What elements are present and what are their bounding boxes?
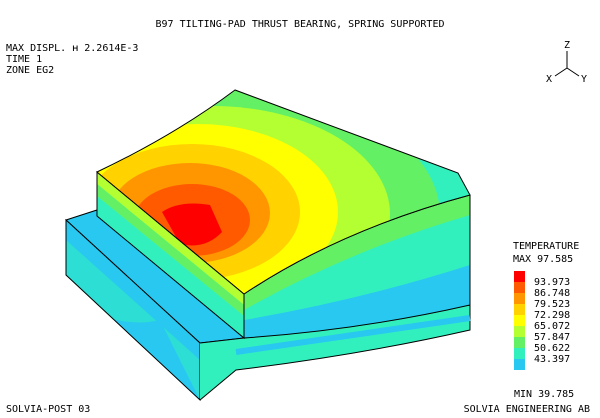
legend-level-value: 57.847 [534, 332, 571, 343]
legend-swatch [514, 326, 525, 337]
legend-swatch [514, 315, 525, 326]
legend-swatch [514, 359, 525, 370]
legend-swatch [514, 304, 525, 315]
legend-max: MAX 97.585 [513, 254, 574, 265]
legend-title: TEMPERATURE [513, 241, 580, 252]
legend-min: MIN 39.785 [514, 389, 575, 400]
legend-swatch [514, 271, 525, 282]
legend-level-value: 43.397 [534, 354, 571, 365]
axis-triad-icon: Z X Y [546, 40, 587, 85]
triad-z-label: Z [564, 40, 570, 51]
legend-swatch [514, 293, 525, 304]
plot-title: B97 TILTING-PAD THRUST BEARING, SPRING S… [155, 19, 445, 30]
footer-program-label: SOLVIA-POST 03 [6, 404, 91, 415]
time-label: TIME 1 [6, 54, 43, 65]
zone-label: ZONE EG2 [6, 65, 55, 76]
legend-level-value: 72.298 [534, 310, 571, 321]
legend-level-value: 65.072 [534, 321, 571, 332]
legend-level-value: 50.622 [534, 343, 571, 354]
triad-y-label: Y [581, 74, 587, 85]
legend-level-value: 93.973 [534, 277, 571, 288]
legend-swatch [514, 348, 525, 359]
legend-level-value: 86.748 [534, 288, 571, 299]
legend-swatch [514, 282, 525, 293]
legend-swatch [514, 337, 525, 348]
legend-level-value: 79.523 [534, 299, 571, 310]
footer-company-label: SOLVIA ENGINEERING AB [463, 404, 590, 415]
max-displacement-label: MAX DISPL. ʜ 2.2614E-3 [6, 43, 139, 54]
triad-x-label: X [546, 74, 552, 85]
